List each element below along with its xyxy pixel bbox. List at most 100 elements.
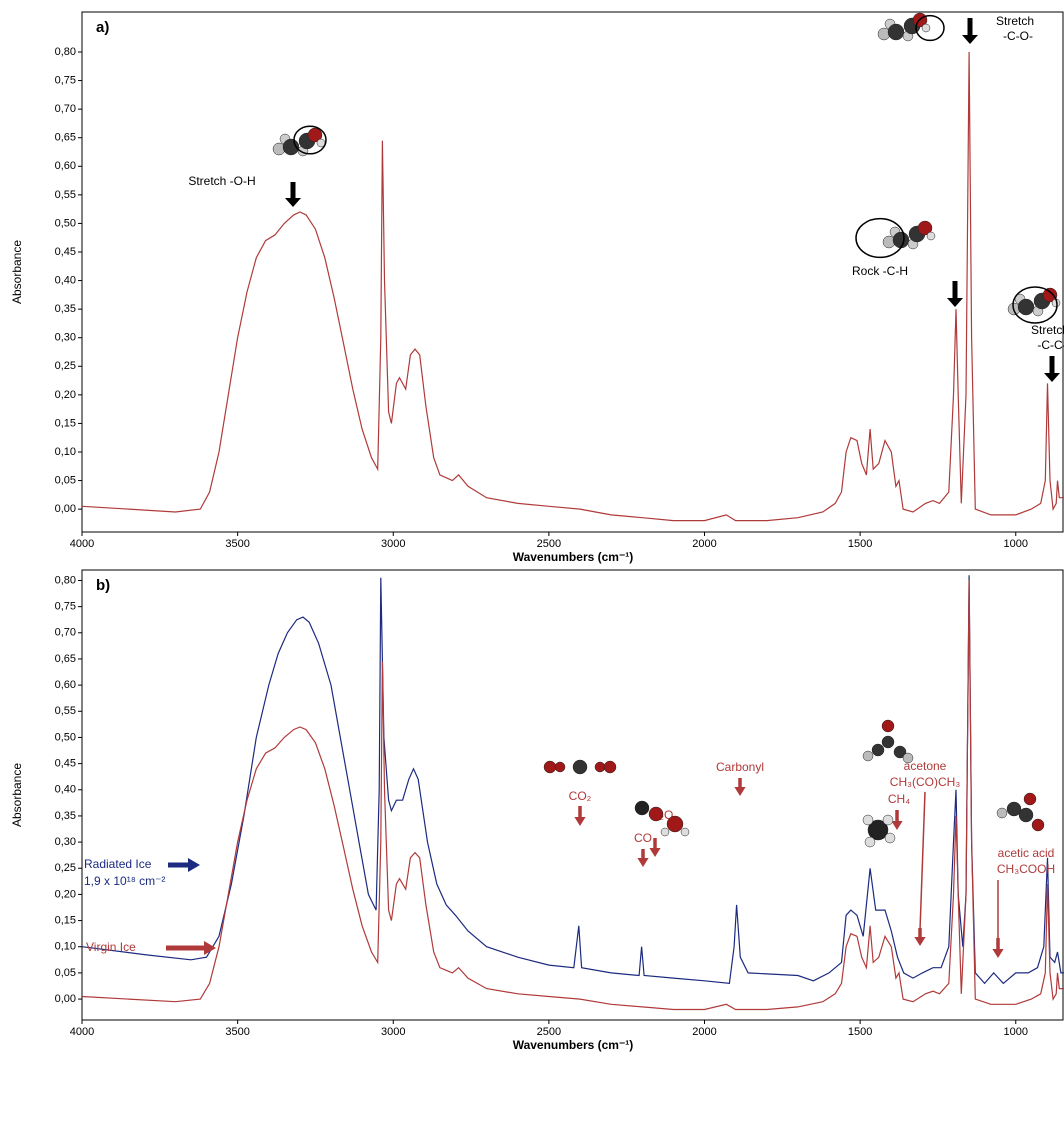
- y-tick-label: 0,70: [55, 103, 76, 115]
- molecule-atom: [865, 837, 875, 847]
- arrow-head: [637, 858, 648, 867]
- y-tick-label: 0,20: [55, 389, 76, 401]
- y-tick-label: 0,55: [55, 705, 76, 717]
- x-axis-title: Wavenumbers (cm⁻¹): [513, 550, 634, 564]
- x-tick-label: 4000: [70, 538, 94, 550]
- molecule-atom: [573, 760, 587, 774]
- molecule-atom: [681, 828, 689, 836]
- y-tick-label: 0,35: [55, 303, 76, 315]
- arrow-head: [914, 937, 925, 946]
- molecule-atom: [1024, 793, 1036, 805]
- annotation: acetic acid: [998, 846, 1055, 860]
- molecule-atom: [604, 761, 616, 773]
- y-tick-label: 0,40: [55, 784, 76, 796]
- molecule-atom: [863, 751, 873, 761]
- annotation: CH₃(CO)CH₃: [890, 775, 961, 789]
- molecule-atom: [872, 744, 884, 756]
- molecule-atom: [863, 815, 873, 825]
- molecule-atom: [544, 761, 556, 773]
- x-tick-label: 4000: [70, 1026, 94, 1038]
- molecule-atom: [903, 753, 913, 763]
- annotation: 1,9 x 10¹⁸ cm⁻²: [84, 874, 165, 888]
- y-tick-label: 0,30: [55, 836, 76, 848]
- arrow-head: [891, 821, 902, 830]
- panel-label: b): [96, 577, 110, 594]
- molecule-atom: [888, 24, 904, 40]
- annotation: CO₂: [569, 789, 592, 803]
- arrow-head: [992, 949, 1003, 958]
- x-tick-label: 3000: [381, 1026, 405, 1038]
- x-tick-label: 1000: [1004, 538, 1028, 550]
- y-tick-label: 0,60: [55, 160, 76, 172]
- arrow-head: [188, 858, 200, 872]
- y-tick-label: 0,25: [55, 360, 76, 372]
- molecule-atom: [882, 720, 894, 732]
- y-tick-label: 0,60: [55, 679, 76, 691]
- y-tick-label: 0,15: [55, 914, 76, 926]
- y-tick-label: 0,80: [55, 574, 76, 586]
- y-tick-label: 0,40: [55, 274, 76, 286]
- molecule-atom: [997, 808, 1007, 818]
- y-axis-title: Absorbance: [10, 763, 24, 827]
- molecule-atom: [661, 828, 669, 836]
- y-tick-label: 0,75: [55, 74, 76, 86]
- y-tick-label: 0,80: [55, 46, 76, 58]
- x-tick-label: 2500: [537, 1026, 561, 1038]
- x-tick-label: 1500: [848, 538, 872, 550]
- arrow-head: [734, 787, 745, 796]
- y-tick-label: 0,05: [55, 967, 76, 979]
- arrow-head: [649, 848, 660, 857]
- x-tick-label: 1500: [848, 1026, 872, 1038]
- annotation: Stretch: [1031, 323, 1064, 337]
- molecule-atom: [1019, 808, 1033, 822]
- annotation: CO: [634, 831, 652, 845]
- x-tick-label: 3500: [225, 538, 249, 550]
- y-tick-label: 0,15: [55, 417, 76, 429]
- molecule-atom: [882, 736, 894, 748]
- y-tick-label: 0,20: [55, 888, 76, 900]
- molecule-atom: [1018, 299, 1034, 315]
- y-tick-label: 0,35: [55, 810, 76, 822]
- y-tick-label: 0,05: [55, 474, 76, 486]
- y-tick-label: 0,10: [55, 446, 76, 458]
- x-tick-label: 2000: [692, 538, 716, 550]
- molecule-atom: [595, 762, 605, 772]
- plot-area: [82, 52, 1064, 521]
- molecule-atom: [927, 232, 935, 240]
- annotation: -C-O-: [1003, 29, 1033, 43]
- arrow-head: [204, 941, 216, 955]
- arrow-head: [1044, 373, 1060, 382]
- molecule-atom: [883, 815, 893, 825]
- y-tick-label: 0,10: [55, 941, 76, 953]
- x-tick-label: 3000: [381, 538, 405, 550]
- molecule-atom: [649, 807, 663, 821]
- page: {"chart_data": [ {"type": "line", "label…: [0, 0, 1064, 1142]
- y-tick-label: 0,25: [55, 862, 76, 874]
- y-tick-label: 0,50: [55, 217, 76, 229]
- arrow-head: [285, 198, 301, 207]
- molecule-atom: [922, 24, 930, 32]
- y-tick-label: 0,30: [55, 332, 76, 344]
- molecule-atom: [555, 762, 565, 772]
- y-tick-label: 0,00: [55, 503, 76, 515]
- y-tick-label: 0,75: [55, 601, 76, 613]
- arrow-head: [947, 298, 963, 307]
- annotation: CH₄: [888, 792, 910, 806]
- x-tick-label: 1000: [1004, 1026, 1028, 1038]
- molecule-atom: [667, 816, 683, 832]
- y-tick-label: 0,70: [55, 627, 76, 639]
- panel-label: a): [96, 19, 109, 36]
- annotation: Stretch -O-H: [188, 174, 255, 188]
- y-tick-label: 0,50: [55, 731, 76, 743]
- y-tick-label: 0,65: [55, 653, 76, 665]
- arrow-head: [574, 817, 585, 826]
- annotation: Rock -C-H: [852, 264, 908, 278]
- y-tick-label: 0,00: [55, 993, 76, 1005]
- legend-label: Virgin Ice: [86, 940, 136, 954]
- molecule-atom: [1032, 819, 1044, 831]
- arrow-head: [962, 35, 978, 44]
- annotation: CH₃COOH: [997, 862, 1055, 876]
- annotation: Stretch: [996, 14, 1034, 28]
- molecule-atom: [885, 833, 895, 843]
- pointer-line: [920, 792, 925, 930]
